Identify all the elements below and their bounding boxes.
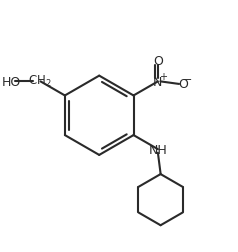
Text: +: + (159, 72, 167, 82)
Text: CH$_2$: CH$_2$ (28, 74, 52, 89)
Text: −: − (183, 75, 193, 85)
Text: N: N (153, 76, 163, 88)
Text: NH: NH (149, 144, 168, 156)
Text: HO: HO (1, 76, 21, 88)
Text: O: O (153, 54, 163, 67)
Text: O: O (178, 78, 188, 91)
